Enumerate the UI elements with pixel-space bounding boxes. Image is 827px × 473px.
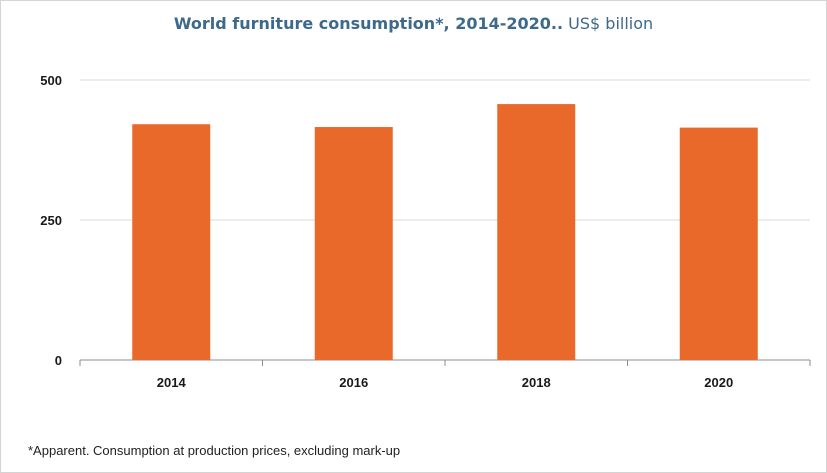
x-tick-label-2020: 2020 bbox=[704, 375, 733, 390]
bar-2016 bbox=[314, 127, 393, 360]
x-tick-label-2018: 2018 bbox=[522, 375, 551, 390]
bar-2014 bbox=[132, 124, 211, 361]
x-tick-label-2014: 2014 bbox=[157, 375, 187, 390]
bar-2020 bbox=[679, 127, 758, 360]
y-tick-label-250: 250 bbox=[40, 213, 62, 228]
chart-title-unit: US$ billion bbox=[568, 14, 654, 33]
x-tick-label-2016: 2016 bbox=[339, 375, 368, 390]
chart-title: World furniture consumption*, 2014-2020.… bbox=[0, 14, 827, 33]
chart-title-main: World furniture consumption*, 2014-2020.… bbox=[173, 14, 564, 33]
y-tick-label-0: 0 bbox=[55, 353, 62, 368]
chart-footnote: *Apparent. Consumption at production pri… bbox=[28, 443, 401, 458]
y-tick-label-500: 500 bbox=[40, 73, 62, 88]
bar-2018 bbox=[497, 104, 576, 360]
